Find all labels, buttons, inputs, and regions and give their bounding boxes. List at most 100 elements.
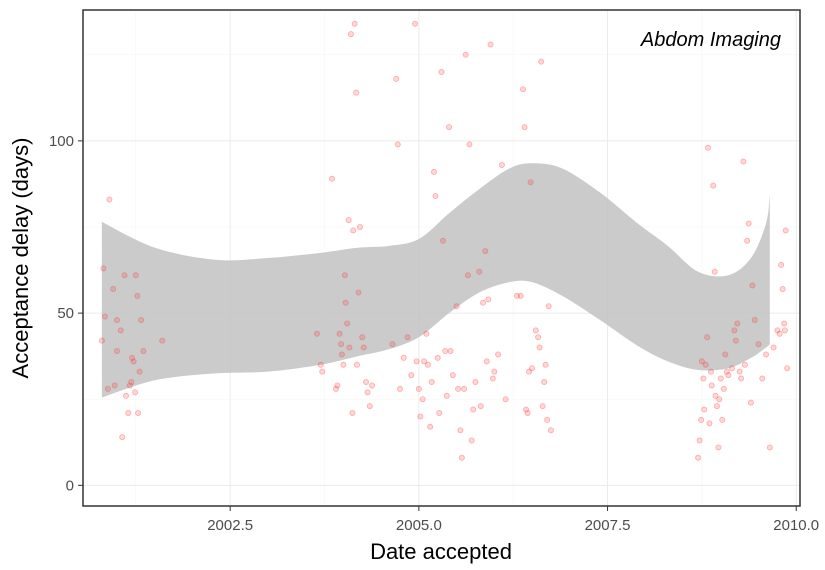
- data-point: [720, 385, 727, 392]
- data-point: [366, 403, 373, 410]
- data-point: [502, 396, 509, 403]
- data-point: [106, 196, 113, 203]
- data-point: [747, 399, 754, 406]
- data-point: [355, 289, 362, 296]
- data-point: [351, 20, 358, 27]
- data-point: [763, 351, 770, 358]
- data-point: [482, 248, 489, 255]
- data-point: [100, 265, 107, 272]
- data-point: [719, 416, 726, 423]
- data-point: [125, 409, 132, 416]
- data-point: [113, 316, 120, 323]
- data-point: [712, 392, 719, 399]
- data-point: [701, 406, 708, 413]
- data-point: [542, 361, 549, 368]
- data-point: [706, 420, 713, 427]
- data-point: [134, 292, 141, 299]
- data-point: [695, 454, 702, 461]
- data-point: [725, 372, 732, 379]
- data-point: [468, 437, 475, 444]
- data-point: [412, 20, 419, 27]
- data-point: [529, 365, 536, 372]
- data-point: [344, 320, 351, 327]
- y-axis-ticks: 0 50 100: [49, 133, 83, 494]
- data-point: [480, 299, 487, 306]
- data-point: [698, 358, 705, 365]
- data-point: [513, 292, 520, 299]
- data-point: [113, 347, 120, 354]
- data-point: [436, 409, 443, 416]
- data-point: [424, 361, 431, 368]
- data-point: [317, 361, 324, 368]
- data-point: [347, 31, 354, 38]
- data-point: [430, 168, 437, 175]
- data-point: [393, 75, 400, 82]
- data-point: [119, 434, 126, 441]
- data-point: [784, 365, 791, 372]
- data-point: [736, 368, 743, 375]
- data-point: [394, 141, 401, 148]
- data-point: [360, 344, 367, 351]
- data-point: [544, 416, 551, 423]
- data-point: [755, 341, 762, 348]
- data-point: [159, 337, 166, 344]
- x-tick-label: 2010.0: [773, 517, 819, 534]
- data-point: [135, 409, 142, 416]
- y-tick-label: 0: [66, 477, 74, 494]
- data-point: [319, 368, 326, 375]
- data-point: [413, 358, 420, 365]
- data-point: [132, 272, 139, 279]
- data-point: [462, 51, 469, 58]
- data-point: [491, 368, 498, 375]
- data-point: [340, 361, 347, 368]
- data-point: [485, 296, 492, 303]
- data-point: [751, 316, 758, 323]
- data-point: [498, 161, 505, 168]
- data-point: [336, 330, 343, 337]
- data-point: [708, 382, 715, 389]
- data-point: [466, 141, 473, 148]
- data-points: [98, 20, 791, 461]
- data-point: [334, 382, 341, 389]
- data-point: [128, 378, 135, 385]
- x-axis-ticks: 2002.5 2005.0 2007.5 2010.0: [207, 506, 819, 534]
- data-point: [745, 220, 752, 227]
- data-point: [711, 268, 718, 275]
- data-point: [121, 272, 128, 279]
- data-point: [359, 334, 366, 341]
- data-point: [136, 368, 143, 375]
- data-point: [521, 124, 528, 131]
- data-point: [538, 58, 545, 65]
- data-point: [698, 416, 705, 423]
- data-point: [716, 396, 723, 403]
- data-point: [423, 330, 430, 337]
- data-point: [453, 303, 460, 310]
- data-point: [545, 303, 552, 310]
- data-point: [440, 237, 447, 244]
- data-point: [338, 341, 345, 348]
- data-point: [523, 406, 530, 413]
- data-point: [389, 341, 396, 348]
- data-point: [476, 268, 483, 275]
- data-point: [781, 327, 788, 334]
- data-point: [774, 327, 781, 334]
- data-point: [132, 389, 139, 396]
- data-point: [345, 217, 352, 224]
- data-point: [738, 375, 745, 382]
- data-point: [332, 385, 339, 392]
- data-point: [704, 144, 711, 151]
- data-point: [477, 403, 484, 410]
- data-point: [447, 347, 454, 354]
- data-point: [421, 358, 428, 365]
- data-point: [526, 368, 533, 375]
- y-tick-label: 100: [49, 133, 74, 150]
- data-point: [442, 347, 449, 354]
- data-point: [782, 227, 789, 234]
- data-point: [723, 368, 730, 375]
- data-point: [731, 327, 738, 334]
- data-point: [140, 347, 147, 354]
- data-point: [400, 354, 407, 361]
- data-point: [129, 354, 136, 361]
- data-point: [353, 89, 360, 96]
- data-point: [438, 69, 445, 76]
